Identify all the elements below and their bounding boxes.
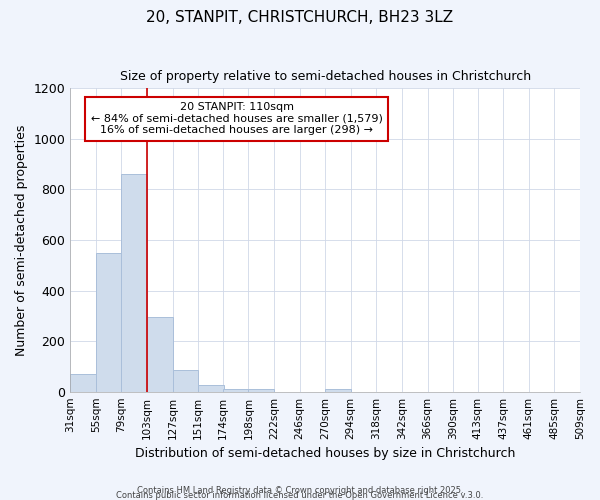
Bar	[147, 317, 173, 392]
Bar	[248, 389, 274, 392]
Bar	[70, 374, 96, 392]
Y-axis label: Number of semi-detached properties: Number of semi-detached properties	[15, 124, 28, 356]
Bar	[223, 389, 248, 392]
Bar	[198, 386, 224, 392]
Bar	[96, 252, 121, 392]
Title: Size of property relative to semi-detached houses in Christchurch: Size of property relative to semi-detach…	[119, 70, 531, 83]
Bar	[325, 389, 351, 392]
Bar	[121, 174, 147, 392]
Bar	[173, 370, 198, 392]
Text: 20, STANPIT, CHRISTCHURCH, BH23 3LZ: 20, STANPIT, CHRISTCHURCH, BH23 3LZ	[146, 10, 454, 25]
Text: Contains public sector information licensed under the Open Government Licence v.: Contains public sector information licen…	[116, 491, 484, 500]
Text: 20 STANPIT: 110sqm
← 84% of semi-detached houses are smaller (1,579)
16% of semi: 20 STANPIT: 110sqm ← 84% of semi-detache…	[91, 102, 383, 136]
X-axis label: Distribution of semi-detached houses by size in Christchurch: Distribution of semi-detached houses by …	[135, 447, 515, 460]
Text: Contains HM Land Registry data © Crown copyright and database right 2025.: Contains HM Land Registry data © Crown c…	[137, 486, 463, 495]
